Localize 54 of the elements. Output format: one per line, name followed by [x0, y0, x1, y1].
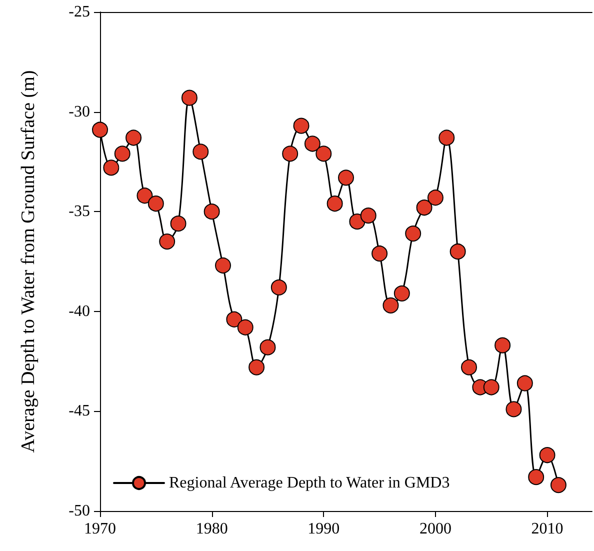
point: [394, 285, 410, 302]
point: [192, 144, 209, 160]
point: [282, 146, 298, 162]
point: [215, 257, 231, 274]
y-tick-label: -50: [68, 502, 90, 520]
point: [316, 146, 332, 162]
point: [506, 401, 522, 418]
point: [92, 122, 108, 138]
point: [260, 339, 276, 356]
point: [114, 146, 130, 162]
point: [126, 130, 142, 146]
point: [450, 244, 466, 260]
y-tick-label: -40: [68, 302, 90, 320]
point: [338, 170, 354, 186]
point: [539, 447, 556, 464]
point: [516, 375, 533, 392]
point: [304, 136, 320, 152]
legend-label: Regional Average Depth to Water in GMD3: [169, 474, 450, 492]
point: [372, 246, 388, 262]
point: [382, 297, 399, 314]
y-tick-label: -45: [68, 402, 90, 420]
point: [528, 469, 544, 486]
point: [349, 214, 366, 230]
x-tick-label: 1980: [196, 520, 228, 538]
x-tick-label: 1970: [84, 520, 116, 538]
point: [148, 196, 164, 212]
point: [483, 379, 500, 396]
point: [204, 204, 220, 220]
point: [326, 196, 343, 212]
point: [427, 190, 444, 206]
point: [416, 200, 432, 216]
x-tick-label: 1990: [308, 520, 340, 538]
y-tick-label: -30: [68, 103, 90, 120]
y-tick-label: -25: [68, 4, 90, 20]
point: [494, 337, 511, 354]
x-tick-label: 2000: [419, 520, 452, 538]
y-tick-label: -35: [68, 203, 90, 220]
point: [226, 311, 242, 328]
point: [136, 188, 153, 204]
point: [270, 279, 287, 296]
point: [170, 216, 186, 232]
point: [550, 477, 566, 494]
y-axis-title: Average Depth to Water from Ground Surface (m): [18, 70, 39, 453]
point: [237, 319, 254, 336]
point: [293, 118, 310, 134]
point: [248, 359, 265, 376]
point: [103, 160, 120, 176]
point: [181, 90, 198, 106]
x-tick-label: 2010: [531, 520, 564, 538]
point: [438, 130, 455, 146]
point: [159, 234, 176, 250]
point: [360, 208, 376, 224]
point: [405, 226, 422, 242]
point: [461, 359, 477, 376]
